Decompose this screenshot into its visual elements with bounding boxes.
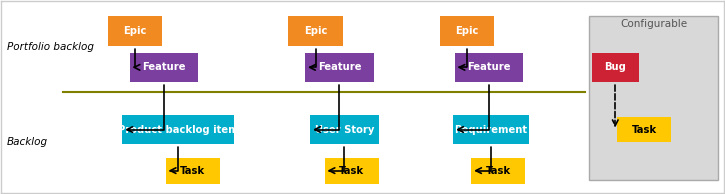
Text: Requirement: Requirement [455,125,528,134]
FancyBboxPatch shape [592,53,639,82]
Text: Backlog: Backlog [7,137,49,147]
Text: Epic: Epic [304,26,327,36]
Text: Epic: Epic [123,26,146,36]
Text: Epic: Epic [455,26,479,36]
FancyBboxPatch shape [455,53,523,82]
FancyBboxPatch shape [325,158,378,184]
FancyBboxPatch shape [453,115,529,144]
FancyBboxPatch shape [471,158,526,184]
Text: Product backlog item: Product backlog item [118,125,239,134]
FancyBboxPatch shape [130,53,198,82]
Text: Bug: Bug [605,62,626,72]
Text: Feature: Feature [318,62,361,72]
FancyBboxPatch shape [305,53,373,82]
FancyBboxPatch shape [617,117,671,142]
Text: Feature: Feature [467,62,510,72]
FancyBboxPatch shape [310,115,378,144]
Text: Task: Task [486,166,511,176]
FancyBboxPatch shape [440,16,494,46]
Text: Configurable: Configurable [620,19,687,29]
FancyBboxPatch shape [589,16,718,180]
Text: Task: Task [339,166,364,176]
FancyBboxPatch shape [108,16,162,46]
Text: Portfolio backlog: Portfolio backlog [7,42,94,52]
FancyBboxPatch shape [123,115,234,144]
Text: Task: Task [631,125,657,134]
Text: Feature: Feature [142,62,186,72]
FancyBboxPatch shape [166,158,220,184]
Text: User Story: User Story [315,125,374,134]
Text: Task: Task [181,166,205,176]
FancyBboxPatch shape [289,16,343,46]
